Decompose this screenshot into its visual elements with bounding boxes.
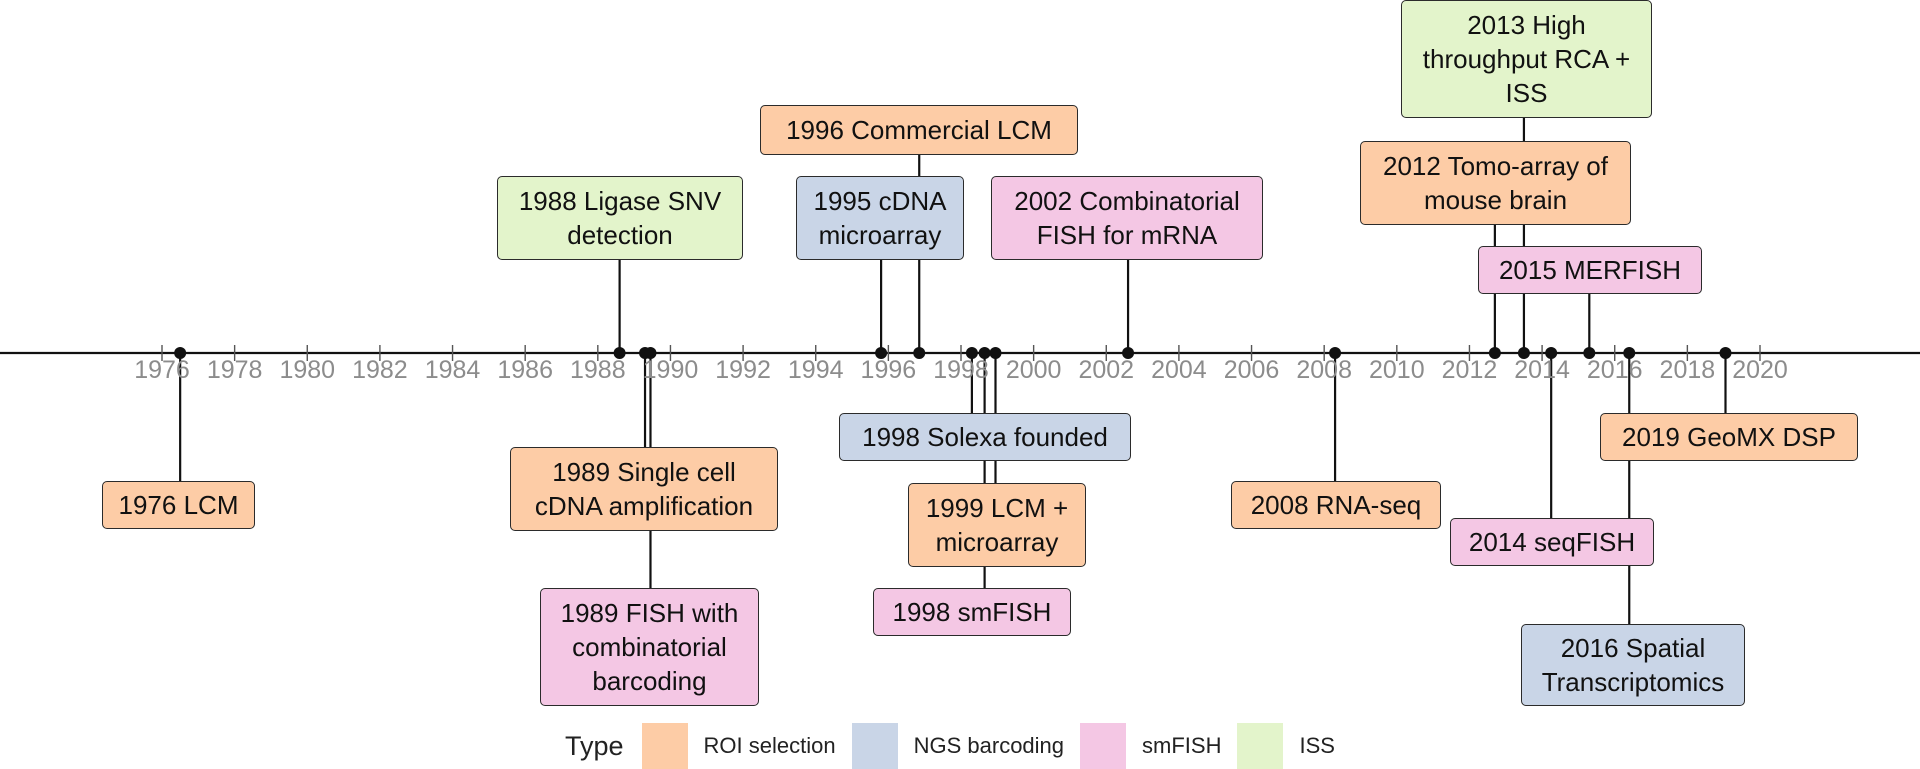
event-label: 1989 FISH with combinatorial barcoding: [540, 588, 759, 706]
tick-label: 2010: [1369, 356, 1425, 384]
event-markers: [174, 347, 1732, 359]
event-label: 1976 LCM: [102, 481, 255, 529]
tick-label: 2002: [1078, 356, 1135, 384]
event-marker: [1719, 347, 1732, 359]
event-marker: [1488, 347, 1501, 359]
tick-label: 2018: [1659, 356, 1716, 384]
legend-swatch-iss: [1237, 723, 1284, 769]
event-label: 2019 GeoMX DSP: [1600, 413, 1858, 461]
event-label: 1989 Single cell cDNA amplification: [510, 447, 778, 531]
event-label: 1999 LCM + microarray: [908, 483, 1086, 567]
legend-swatch-smfish: [1080, 723, 1127, 769]
legend-label-smfish: smFISH: [1142, 733, 1222, 758]
tick-label: 2004: [1151, 356, 1207, 384]
tick-label: 1982: [352, 356, 408, 384]
tick-label: 1990: [642, 356, 699, 384]
tick-label: 2020: [1732, 356, 1788, 384]
event-marker: [1122, 347, 1135, 359]
tick-label: 1988: [570, 356, 626, 384]
tick-label: 1980: [279, 356, 336, 384]
event-marker: [965, 347, 978, 359]
tick-label: 2012: [1441, 356, 1498, 384]
tick-label: 2014: [1514, 356, 1570, 384]
event-label: 1995 cDNA microarray: [796, 176, 964, 260]
tick-label: 1994: [787, 356, 844, 384]
event-marker: [1517, 347, 1530, 359]
event-marker: [1329, 347, 1342, 359]
legend-swatch-roi: [641, 723, 688, 769]
event-label: 2016 Spatial Transcriptomics: [1521, 624, 1745, 706]
event-marker: [1583, 347, 1596, 359]
event-label: 1998 smFISH: [873, 588, 1071, 636]
legend-label-ngs: NGS barcoding: [913, 733, 1065, 758]
legend-title: Type: [565, 730, 624, 761]
event-marker: [989, 347, 1002, 359]
tick-label: 1984: [424, 356, 481, 384]
event-label: 2002 Combinatorial FISH for mRNA: [991, 176, 1263, 260]
tick-label: 2016: [1586, 356, 1643, 384]
event-label: 2012 Tomo-array of mouse brain: [1360, 141, 1631, 225]
event-label: 1996 Commercial LCM: [760, 105, 1078, 155]
event-marker: [613, 347, 626, 359]
tick-label: 1976: [134, 356, 190, 384]
tick-label: 1986: [497, 356, 553, 384]
event-label: 2013 High throughput RCA + ISS: [1401, 0, 1652, 118]
event-marker: [1623, 347, 1636, 359]
tick-label: 1978: [206, 356, 263, 384]
tick-label: 1998: [933, 356, 989, 384]
event-label: 2008 RNA-seq: [1231, 481, 1441, 529]
tick-label: 2006: [1223, 356, 1280, 384]
event-marker: [1545, 347, 1558, 359]
tick-label: 1992: [715, 356, 771, 384]
event-marker: [174, 347, 187, 359]
event-marker: [875, 347, 888, 359]
legend: Type ROI selection NGS barcoding smFISH …: [565, 723, 1351, 769]
event-label: 2014 seqFISH: [1450, 518, 1654, 566]
axis-ticks: [161, 345, 1761, 361]
legend-swatch-ngs: [851, 723, 898, 769]
event-stems: [179, 118, 1727, 624]
legend-label-roi: ROI selection: [703, 733, 836, 758]
event-label: 1998 Solexa founded: [839, 413, 1131, 461]
tick-label: 2000: [1005, 356, 1062, 384]
event-label: 1988 Ligase SNV detection: [497, 176, 743, 260]
legend-label-iss: ISS: [1299, 733, 1335, 758]
event-marker: [644, 347, 657, 359]
event-marker: [978, 347, 991, 359]
tick-label: 2008: [1296, 356, 1352, 384]
event-marker: [913, 347, 926, 359]
event-label: 2015 MERFISH: [1478, 246, 1702, 294]
tick-label: 1996: [860, 356, 917, 384]
